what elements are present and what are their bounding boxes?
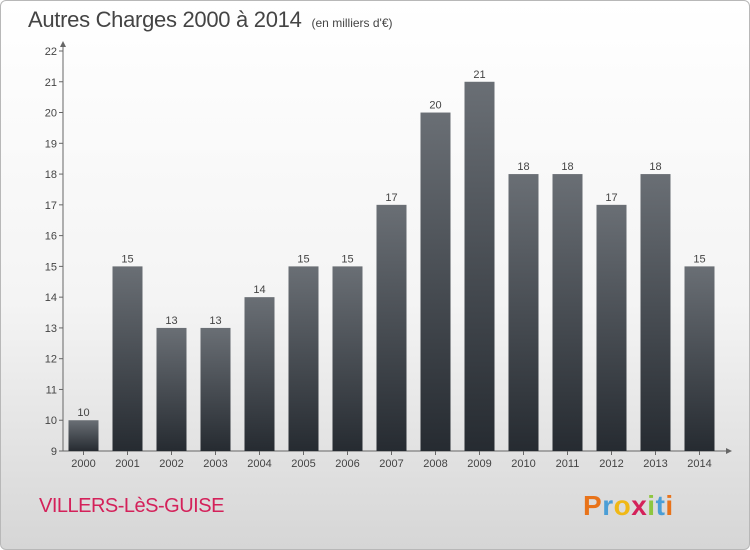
y-tick-label: 13 [45,323,57,335]
y-tick-label: 18 [45,169,57,181]
bar-2014 [684,266,715,451]
bar-2003 [200,327,231,451]
y-tick-label: 14 [45,292,57,304]
y-tick-label: 22 [45,46,57,58]
y-tick-label: 10 [45,415,57,427]
bar-2005 [288,266,319,451]
bar-value-label: 13 [165,315,177,327]
logo-letter: i [647,490,656,521]
bar-2004 [244,297,275,451]
bar-2011 [552,174,583,452]
city-name: VILLERS-LèS-GUISE [39,495,224,517]
bar-value-label: 10 [77,407,89,419]
bar-2007 [376,204,407,451]
bar-value-label: 17 [385,192,397,204]
bar-2008 [420,112,451,452]
bar-value-label: 17 [605,192,617,204]
bar-value-label: 18 [517,161,529,173]
y-tick-label: 17 [45,200,57,212]
chart-unit: (en milliers d'€) [311,16,393,30]
bar-value-label: 21 [473,69,485,81]
y-tick-label: 11 [46,384,57,396]
y-tick-label: 19 [45,138,57,150]
chart-title: Autres Charges 2000 à 2014 (en milliers d… [28,7,393,33]
x-tick-label: 2006 [335,458,359,470]
bar-2012 [596,204,627,451]
x-tick-label: 2008 [423,458,447,470]
x-tick-label: 2004 [247,458,271,470]
bar-2010 [508,174,539,452]
bars: 10 15 13 13 14 15 15 17 20 21 18 18 17 18 15 [68,69,715,452]
x-tick-label: 2007 [379,458,403,470]
x-tick-label: 2000 [71,458,95,470]
y-axis-arrow [60,41,66,47]
x-tick-label: 2010 [511,458,535,470]
bar-2000 [68,420,99,451]
bar-2002 [156,327,187,451]
y-tick-label: 20 [45,108,57,120]
x-tick-label: 2011 [556,458,580,470]
y-tick-label: 21 [45,77,57,89]
bar-2001 [112,266,143,451]
x-tick-label: 2005 [291,458,315,470]
bar-value-label: 13 [209,315,221,327]
y-tick-label: 9 [51,446,57,458]
x-axis: 2000 2001 2002 2003 2004 2005 2006 2007 2008 2009… [63,448,732,470]
y-axis: 9 10 11 12 13 14 15 16 17 18 19 20 21 22 [45,41,66,458]
logo-letter: i [665,490,674,521]
bar-2013 [640,174,671,452]
proxiti-logo[interactable]: Proxiti [583,490,674,522]
bar-value-label: 20 [429,100,441,112]
chart-title-text: Autres Charges 2000 à 2014 [28,7,302,32]
x-tick-label: 2003 [203,458,227,470]
y-tick-label: 16 [45,231,57,243]
bar-2009 [464,81,495,452]
bar-2006 [332,266,363,451]
x-tick-label: 2012 [599,458,623,470]
logo-letter: P [583,490,603,521]
bar-value-label: 15 [693,253,705,265]
y-tick-label: 12 [45,354,57,366]
bar-value-label: 15 [297,253,309,265]
x-tick-label: 2013 [643,458,667,470]
logo-letter: r [602,490,614,521]
bar-value-label: 18 [649,161,661,173]
bar-value-label: 14 [253,284,265,296]
x-tick-label: 2002 [159,458,183,470]
x-tick-label: 2014 [687,458,711,470]
logo-letter: o [613,490,632,521]
logo-letter: x [631,490,648,521]
x-axis-arrow [726,448,732,454]
logo-letter: t [655,490,666,521]
x-tick-label: 2009 [467,458,491,470]
y-tick-label: 15 [45,261,57,273]
bar-value-label: 15 [341,253,353,265]
x-tick-label: 2001 [115,458,139,470]
bar-value-label: 18 [561,161,573,173]
bar-value-label: 15 [121,253,133,265]
